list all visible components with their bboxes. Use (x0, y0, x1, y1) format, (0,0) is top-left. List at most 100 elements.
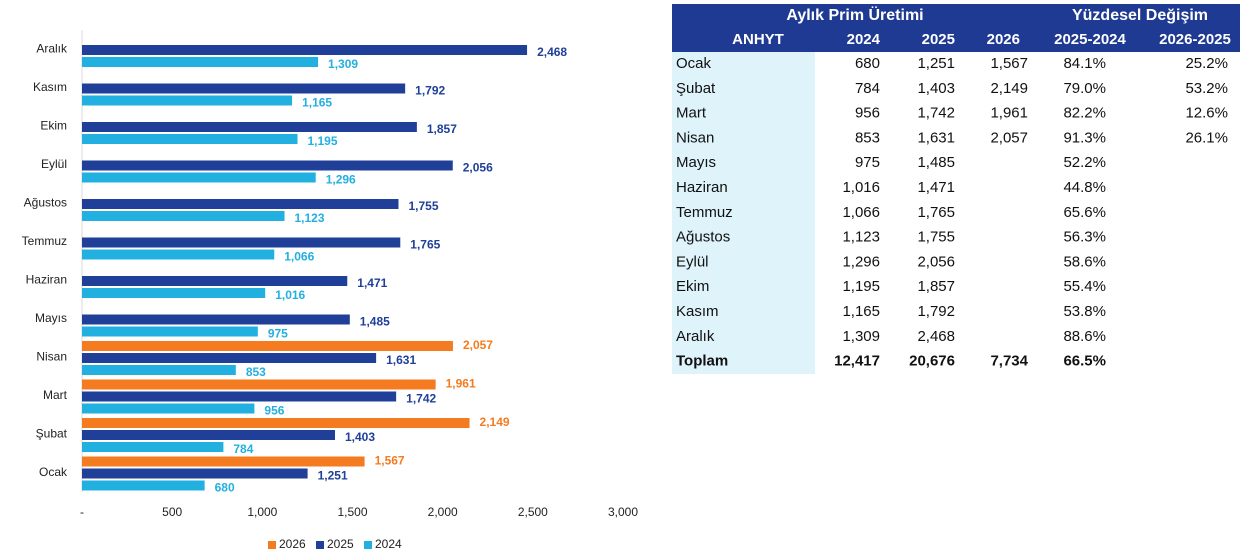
bar (82, 83, 406, 94)
table-cell: 1,165 (842, 303, 880, 320)
value-label: 1,631 (386, 353, 416, 367)
bar (82, 379, 436, 390)
bar (82, 95, 293, 106)
value-label: 680 (215, 481, 235, 495)
value-label: 2,056 (463, 161, 493, 175)
table-cell: 55.4% (1063, 278, 1106, 295)
value-label: 1,961 (446, 377, 476, 391)
table-cell: 91.3% (1063, 129, 1106, 146)
table-cell: 1,755 (917, 229, 955, 246)
table-cell: 82.2% (1063, 105, 1106, 122)
y-tick-label: Kasım (33, 80, 67, 94)
bar (82, 211, 285, 221)
table-cell: 1,961 (990, 105, 1028, 122)
table-cell: 853 (855, 129, 880, 146)
column-header: 2025 (922, 31, 955, 48)
value-label: 1,403 (345, 430, 375, 444)
table-cell: 26.1% (1185, 129, 1228, 146)
y-tick-label: Ekim (40, 118, 67, 132)
value-label: 1,251 (318, 469, 348, 483)
table-cell: 2,056 (917, 253, 955, 270)
table-cell: 1,857 (917, 278, 955, 295)
table-cell: 84.1% (1063, 55, 1106, 72)
row-label: Ağustos (676, 229, 730, 246)
table-cell: 53.8% (1063, 303, 1106, 320)
value-label: 1,016 (275, 288, 305, 302)
bar (82, 249, 275, 260)
x-tick-label: 500 (162, 505, 182, 519)
bar (82, 418, 470, 428)
table-cell: 44.8% (1063, 179, 1106, 196)
row-label: Kasım (676, 303, 719, 320)
table-cell: 12.6% (1185, 105, 1228, 122)
y-tick-label: Mart (43, 388, 68, 402)
row-label: Eylül (676, 253, 709, 270)
group-header: Yüzdesel Değişim (1072, 7, 1208, 24)
column-header: ANHYT (732, 31, 784, 48)
table-cell: 2,149 (990, 80, 1028, 97)
table-cell: 56.3% (1063, 229, 1106, 246)
y-tick-label: Ağustos (24, 195, 67, 209)
table-cell: 79.0% (1063, 80, 1106, 97)
value-label: 2,057 (463, 338, 493, 352)
value-label: 1,471 (357, 276, 387, 290)
value-label: 1,066 (284, 250, 314, 264)
legend-marker (268, 541, 276, 549)
table-cell: 1,123 (842, 229, 880, 246)
table-cell: 784 (855, 80, 880, 97)
value-label: 1,195 (307, 134, 337, 148)
legend-label: 2026 (279, 537, 306, 551)
table-cell: 680 (855, 55, 880, 72)
table-cell: 66.5% (1063, 353, 1106, 370)
row-label: Aralık (676, 328, 715, 345)
table-cell: 52.2% (1063, 154, 1106, 171)
bar (82, 45, 528, 55)
table-cell: 53.2% (1185, 80, 1228, 97)
bar (82, 341, 453, 351)
value-label: 1,309 (328, 57, 358, 71)
bar (82, 365, 236, 375)
table-cell: 1,066 (842, 204, 880, 221)
value-label: 1,792 (415, 84, 445, 98)
x-tick-label: 2,000 (428, 505, 458, 519)
bar (82, 442, 224, 452)
table-cell: 1,485 (917, 154, 955, 171)
bar (82, 237, 401, 248)
table-cell: 25.2% (1185, 55, 1228, 72)
table-cell: 1,792 (917, 303, 955, 320)
bar (82, 276, 348, 286)
bar (82, 456, 365, 467)
value-label: 1,567 (375, 454, 405, 468)
value-label: 1,123 (295, 211, 325, 225)
y-tick-label: Ocak (39, 465, 68, 479)
table-cell: 1,765 (917, 204, 955, 221)
value-label: 2,468 (537, 45, 567, 59)
legend-label: 2024 (375, 537, 402, 551)
bar (82, 199, 399, 209)
y-tick-label: Temmuz (22, 234, 67, 248)
bar (82, 391, 397, 402)
row-label: Mart (676, 105, 707, 122)
legend-marker (316, 541, 324, 549)
value-label: 784 (233, 442, 253, 456)
bar (82, 468, 308, 479)
legend-marker (364, 541, 372, 549)
bar (82, 326, 258, 337)
table-cell: 20,676 (909, 353, 955, 370)
table-cell: 1,567 (990, 55, 1028, 72)
table-cell: 1,471 (917, 179, 955, 196)
table-cell: 1,296 (842, 253, 880, 270)
table-cell: 956 (855, 105, 880, 122)
table-cell: 1,251 (917, 55, 955, 72)
bar (82, 353, 377, 363)
value-label: 1,755 (408, 199, 438, 213)
table-cell: 2,468 (917, 328, 955, 345)
column-header: 2024 (847, 31, 881, 48)
table-header-bg (672, 4, 1240, 52)
first-column-bg (672, 52, 815, 374)
column-header: 2026-2025 (1159, 31, 1231, 48)
table-cell: 1,403 (917, 80, 955, 97)
x-tick-label: 2,500 (518, 505, 548, 519)
x-tick-label: - (80, 505, 84, 519)
